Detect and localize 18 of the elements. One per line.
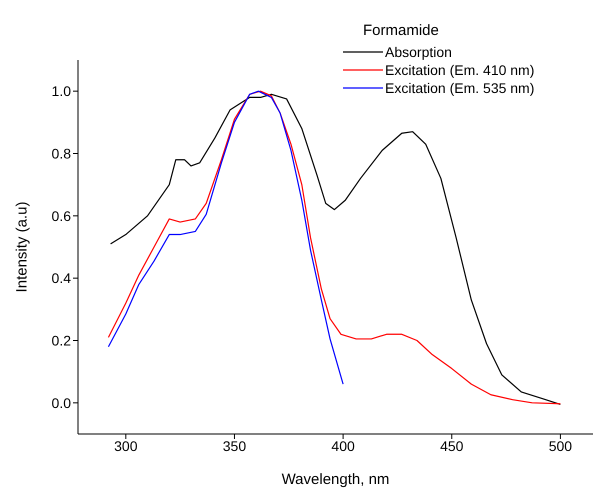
legend-label: Absorption: [385, 44, 452, 60]
line-series: [108, 90, 344, 385]
y-tick-label: 0.0: [52, 394, 72, 411]
legend-title: Formamide: [363, 22, 440, 39]
legend-label: Excitation (Em. 535 nm): [385, 80, 534, 96]
x-tick-label: 300: [114, 438, 138, 454]
x-tick-label: 400: [331, 438, 355, 454]
y-tick-label: 1.0: [52, 83, 72, 100]
y-axis-title: Intensity (a.u): [13, 202, 30, 292]
y-tick-label: 0.8: [52, 145, 72, 162]
x-axis-title: Wavelength, nm: [282, 471, 390, 488]
x-tick-label: 350: [222, 438, 246, 454]
y-tick-label: 0.4: [52, 270, 72, 286]
legend-label: Excitation (Em. 410 nm): [385, 62, 534, 78]
x-tick-label: 450: [440, 438, 464, 454]
y-tick-label: 0.6: [52, 208, 72, 224]
y-tick-label: 0.2: [52, 332, 72, 348]
x-tick-label: 500: [548, 438, 572, 454]
